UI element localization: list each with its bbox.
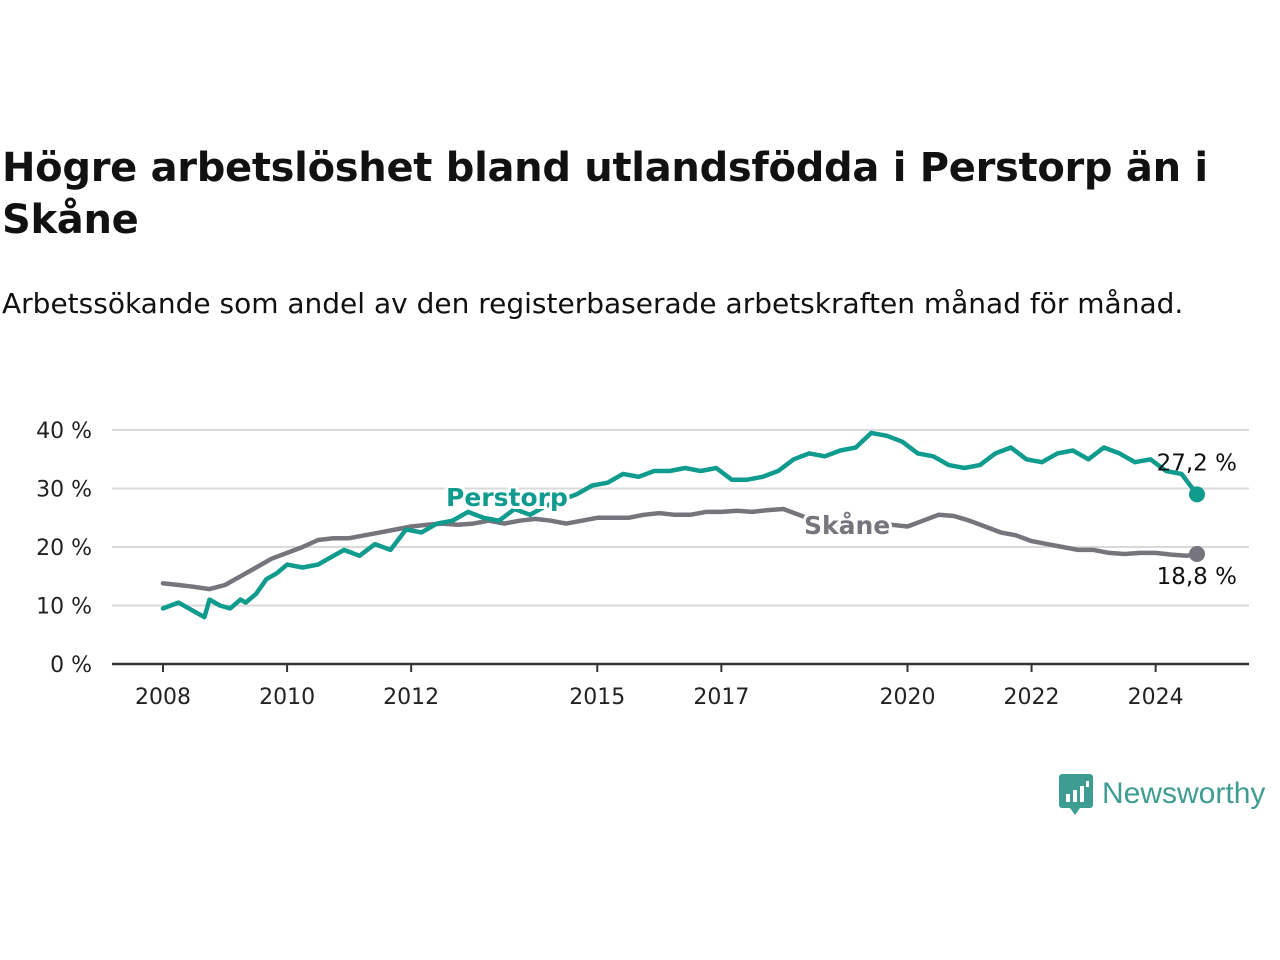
brand-logo: Newsworthy	[1058, 772, 1265, 816]
end-value-label-perstorp: 27,2 %	[1157, 450, 1237, 476]
x-tick-label: 2008	[135, 685, 191, 710]
x-axis-ticks: 2008 2010 2012 2015 2017 2020 2022 2024	[135, 664, 1184, 710]
x-tick-label: 2020	[879, 685, 935, 710]
chart-title: Högre arbetslöshet bland utlandsfödda i …	[2, 145, 1208, 243]
y-tick-label: 0 %	[50, 653, 92, 678]
end-point-skåne	[1189, 546, 1205, 563]
x-tick-label: 2022	[1004, 685, 1060, 710]
y-tick-label: 10 %	[36, 595, 92, 620]
series-line-skåne	[160, 506, 1200, 592]
series-label-skane: Skåne	[804, 511, 890, 540]
x-tick-label: 2012	[383, 685, 439, 710]
series-label-perstorp: Perstorp	[446, 483, 568, 512]
end-point-perstorp	[1189, 486, 1205, 503]
x-tick-label: 2015	[569, 685, 625, 710]
series-labels: Perstorp Skåne 27,2 % 18,8 %	[443, 450, 1237, 590]
newsworthy-logo-icon	[1059, 774, 1093, 815]
grid-lines	[112, 429, 1249, 607]
brand-name: Newsworthy	[1102, 777, 1266, 810]
line-chart: 0 % 10 % 20 % 30 % 40 % 2008 2010 2012 2015 2017…	[36, 419, 1249, 710]
series-lines	[160, 430, 1205, 620]
series-line-perstorp	[160, 430, 1200, 620]
x-tick-label: 2024	[1128, 685, 1184, 710]
y-tick-label: 20 %	[36, 536, 92, 561]
x-tick-label: 2017	[693, 685, 749, 710]
end-value-label-skane: 18,8 %	[1157, 564, 1237, 590]
x-tick-label: 2010	[259, 685, 315, 710]
y-tick-label: 30 %	[36, 478, 92, 503]
chart-subtitle: Arbetssökande som andel av den registerb…	[2, 287, 1184, 320]
y-axis-ticks: 0 % 10 % 20 % 30 % 40 %	[36, 419, 92, 678]
y-tick-label: 40 %	[36, 419, 92, 444]
